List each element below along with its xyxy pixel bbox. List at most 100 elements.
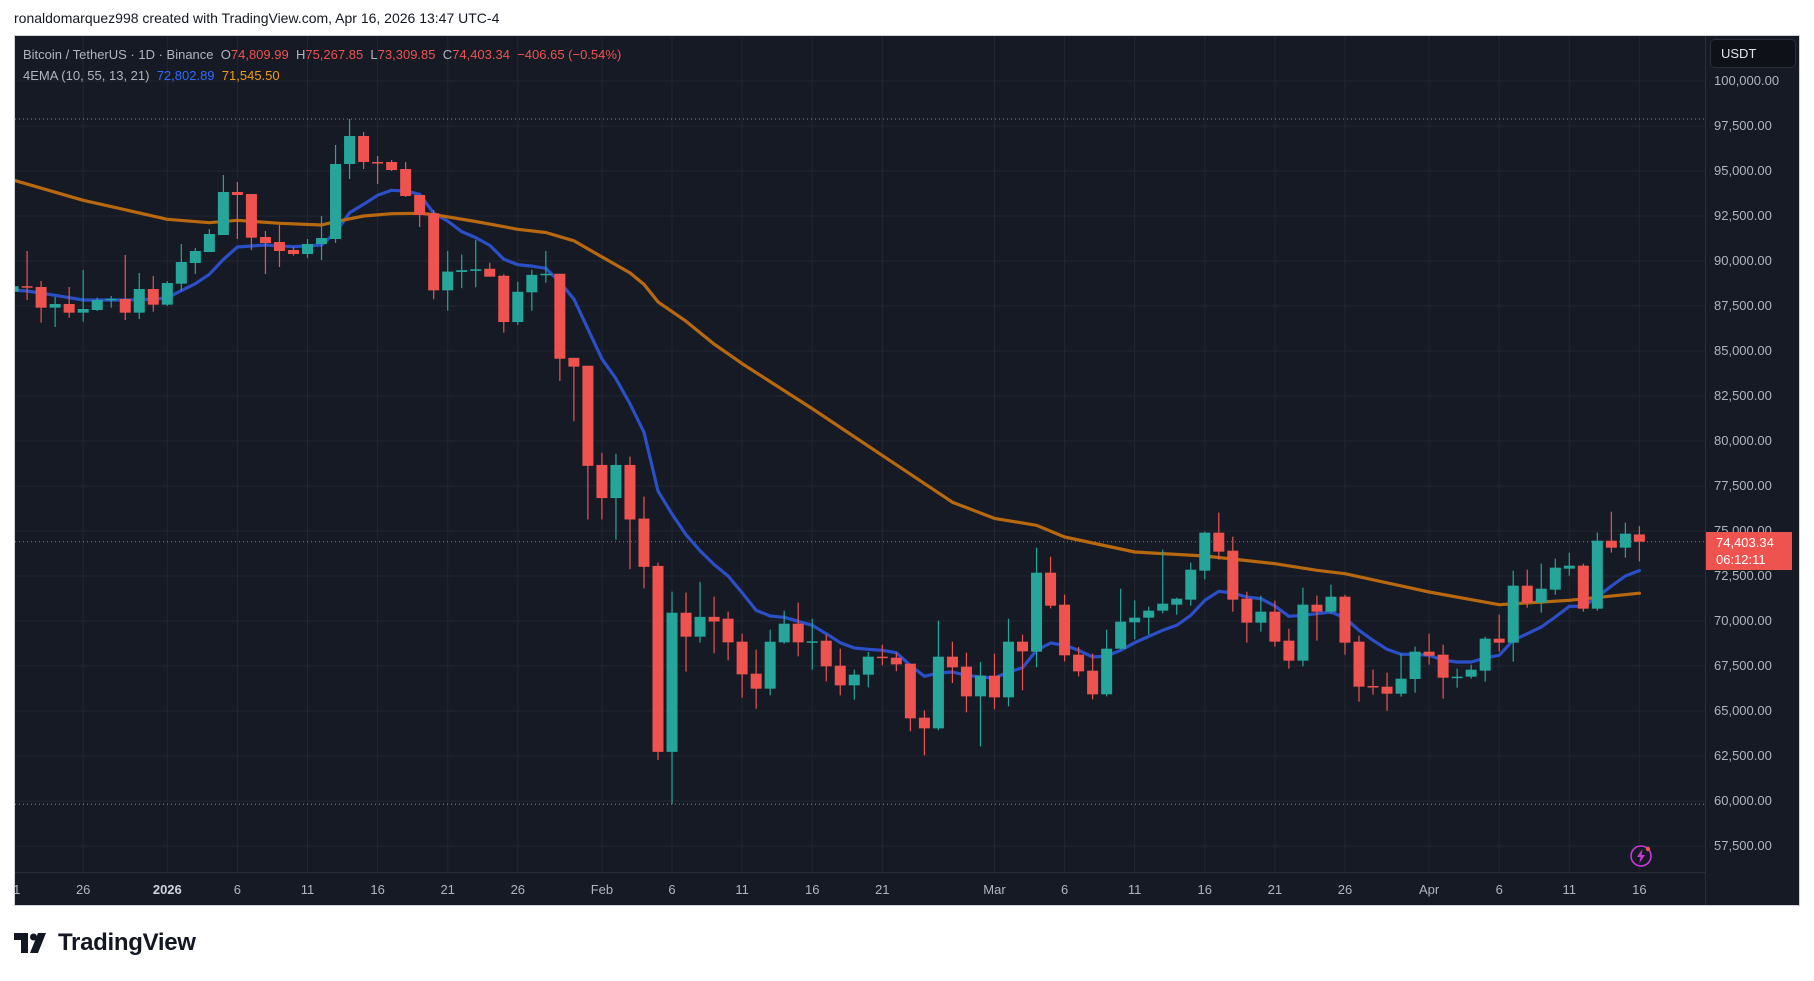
candle-body: [974, 675, 986, 697]
bar-countdown: 06:12:11: [1716, 551, 1766, 567]
chart-panel[interactable]: Bitcoin / TetherUS · 1D · Binance O74,80…: [14, 35, 1800, 906]
candle-up: [470, 239, 482, 288]
candle-body: [1339, 596, 1351, 643]
candle-down: [1311, 595, 1323, 641]
candle-body: [1171, 598, 1183, 605]
time-tick-label: 6: [233, 882, 242, 897]
candle-body: [1465, 669, 1477, 677]
time-tick-label: 6: [1060, 882, 1069, 897]
candle-down: [231, 182, 243, 240]
candle-body: [1549, 567, 1561, 590]
time-tick-label: Apr: [1418, 882, 1440, 897]
candle-body: [414, 195, 426, 216]
candle-down: [386, 160, 398, 171]
candle-body: [904, 663, 916, 719]
ema-lines: [15, 178, 1641, 680]
candle-body: [1437, 654, 1449, 678]
candle-up: [1171, 597, 1183, 615]
price-plot[interactable]: [15, 36, 1705, 872]
ema-fast-value: 72,802.89: [156, 68, 215, 83]
candle-down: [624, 456, 636, 570]
candle-down: [792, 602, 804, 657]
candle-body: [175, 262, 187, 284]
candle-body: [1563, 565, 1575, 569]
candle-body: [1395, 678, 1407, 694]
candle-up: [330, 145, 342, 243]
candle-up: [456, 254, 468, 289]
candle-down: [287, 247, 299, 256]
candle-body: [988, 675, 1000, 698]
price-tick-label: 97,500.00: [1714, 118, 1772, 133]
candle-up: [1563, 552, 1575, 576]
candle-body: [273, 242, 285, 252]
candle-up: [610, 453, 622, 540]
ema-fast-line: [15, 188, 1641, 680]
candle-body: [1101, 648, 1113, 695]
candle-up: [1143, 606, 1155, 635]
price-tick-label: 65,000.00: [1714, 703, 1772, 718]
candle-body: [1227, 550, 1239, 600]
candle-body: [119, 298, 131, 313]
time-tick-label: 11: [300, 882, 315, 897]
time-tick-label: 16: [1632, 882, 1647, 897]
price-axis[interactable]: 100,000.00 97,500.00 95,000.00 92,500.00 90,…: [1705, 36, 1799, 905]
candle-body: [344, 136, 356, 164]
candle-body: [386, 162, 398, 171]
price-tick-label: 90,000.00: [1714, 253, 1772, 268]
candle-down: [1423, 633, 1435, 665]
candle-body: [442, 271, 454, 291]
legend-high: 75,267.85: [305, 47, 364, 62]
time-tick-label: 21: [440, 882, 455, 897]
candle-body: [1241, 598, 1253, 623]
candle-down: [1493, 614, 1505, 652]
candle-up: [694, 581, 706, 643]
time-tick-label: 26: [510, 882, 526, 897]
candle-up: [1157, 549, 1169, 614]
candle-body: [1143, 610, 1155, 618]
lightning-icon[interactable]: [1629, 844, 1653, 868]
candle-up: [526, 269, 538, 311]
candle-down: [1367, 669, 1379, 695]
price-tick-label: 67,500.00: [1714, 658, 1772, 673]
candle-down: [638, 496, 650, 589]
time-tick-label: 26: [75, 882, 91, 897]
candle-down: [1059, 594, 1071, 662]
time-axis[interactable]: 21 26 2026 6 11 16 21 26 Feb 6 11 16 21 Mar 6 11 16 21 26 A…: [15, 872, 1705, 905]
candle-up: [862, 652, 874, 688]
candle-down: [1045, 556, 1057, 609]
candle-up: [442, 250, 454, 311]
candle-body: [1605, 540, 1617, 548]
candle-up: [666, 591, 678, 805]
legend-symbol[interactable]: Bitcoin / TetherUS · 1D · Binance: [23, 47, 214, 62]
candle-body: [21, 286, 33, 288]
legend-indicator-row: 4EMA (10, 55, 13, 21) 72,802.89 71,545.5…: [23, 65, 621, 86]
candle-body: [217, 192, 229, 236]
tradingview-logo[interactable]: TradingView: [14, 928, 196, 958]
candle-body: [722, 618, 734, 643]
candle-down: [876, 644, 888, 666]
grid: [15, 36, 1705, 872]
price-tick-label: 95,000.00: [1714, 163, 1772, 178]
candle-body: [1045, 572, 1057, 606]
candle-up: [806, 618, 818, 670]
price-tick-label: 87,500.00: [1714, 298, 1772, 313]
candle-body: [694, 616, 706, 637]
legend-open-label: O: [220, 47, 231, 62]
time-tick-label: 26: [1337, 882, 1353, 897]
candle-up: [974, 662, 986, 747]
candle-body: [1535, 588, 1547, 603]
candle-body: [862, 656, 874, 675]
candle-down: [890, 652, 902, 672]
candle-down: [1227, 536, 1239, 612]
time-tick-label: 16: [370, 882, 385, 897]
currency-button[interactable]: USDT: [1710, 39, 1796, 68]
candle-body: [203, 234, 215, 252]
candle-body: [960, 666, 972, 697]
candle-body: [1479, 638, 1491, 671]
last-price-tag: 74,403.34 06:12:11: [1706, 531, 1792, 570]
indicator-name[interactable]: 4EMA (10, 55, 13, 21): [23, 68, 150, 83]
logo-text: TradingView: [58, 929, 196, 956]
candle-body: [1591, 540, 1603, 609]
time-tick-label: 21: [15, 882, 20, 897]
candle-up: [1591, 532, 1603, 611]
